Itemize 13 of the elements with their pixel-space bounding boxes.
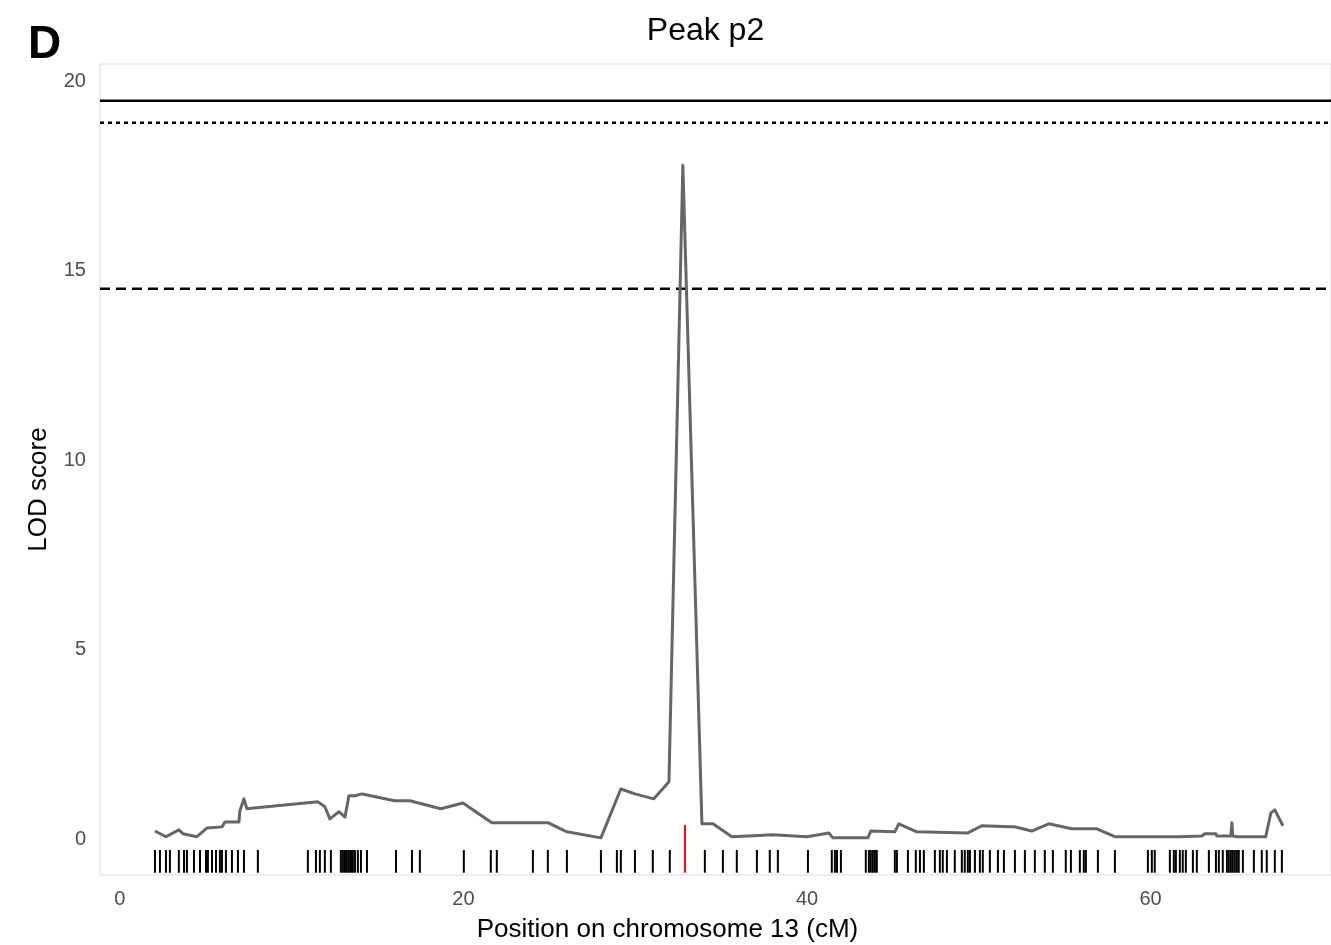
x-tick-label: 20 [452,887,475,909]
x-tick-label: 0 [114,887,126,909]
y-tick-label: 20 [63,68,86,91]
text: D [28,16,62,68]
chart-title: Peak p2 [646,11,765,47]
x-axis-title: Position on chromosome 13 (cM) [476,913,859,943]
y-tick-label: 10 [63,447,86,470]
y-tick-label: 15 [63,258,86,281]
y-tick-label: 0 [74,826,86,849]
x-tick-label: 60 [1139,887,1162,909]
y-axis-title: LOD score [22,427,52,552]
x-tick-label: 40 [795,887,819,909]
y-tick-label: 5 [74,637,86,660]
